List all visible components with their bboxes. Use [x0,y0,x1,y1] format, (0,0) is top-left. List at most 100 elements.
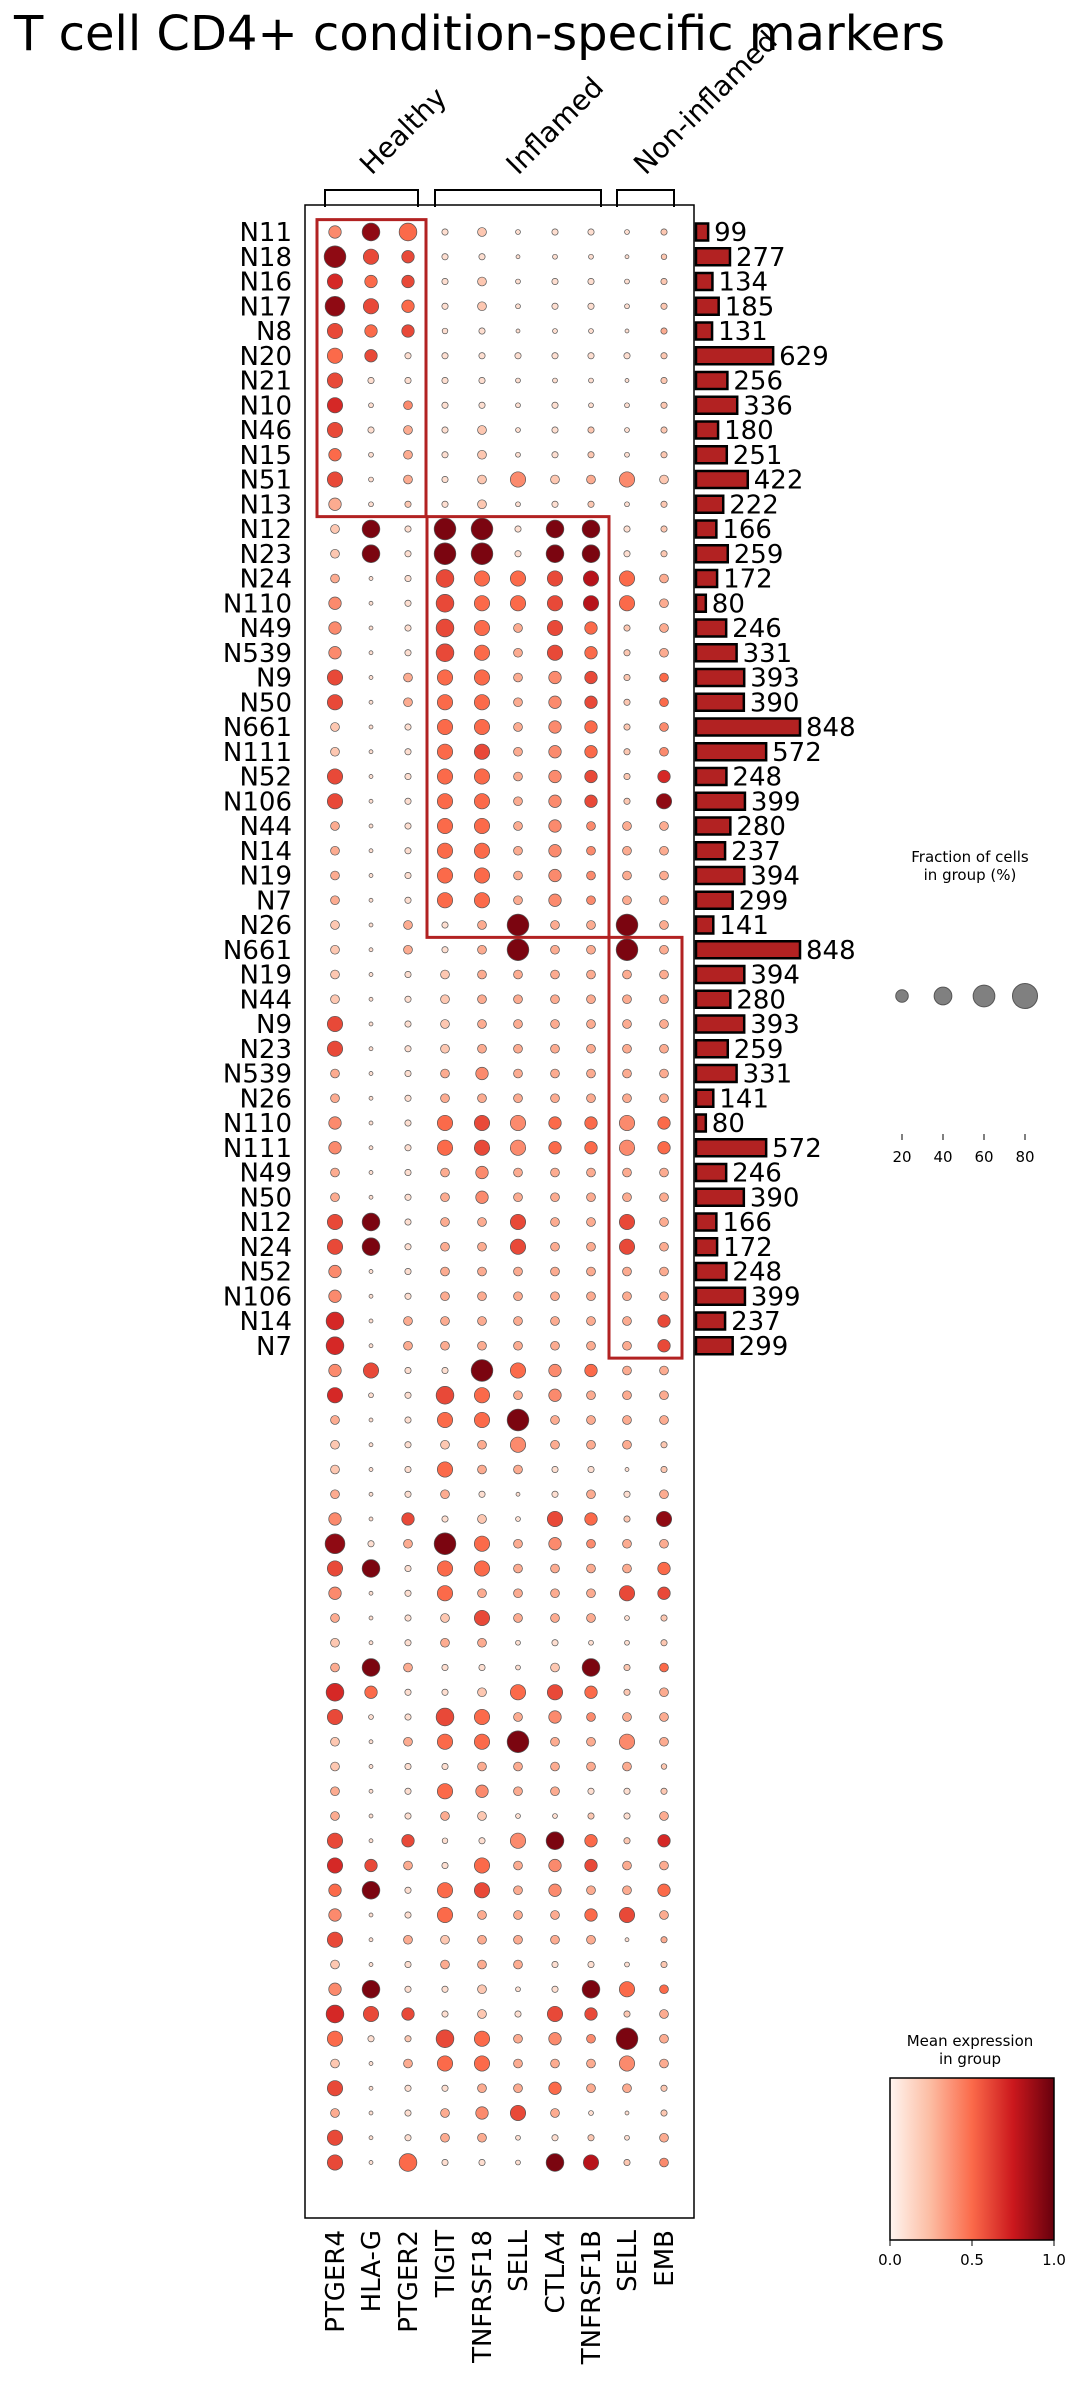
dot [478,352,486,360]
cell-count-label: 331 [743,639,793,669]
dot [436,1906,454,1924]
dot [659,1712,669,1722]
dot [328,621,342,635]
cell-count-bar [694,766,728,787]
cell-count-bar [694,1187,746,1207]
dot [477,1811,487,1821]
row-label: N106 [223,1282,292,1312]
row-label: N14 [239,1307,292,1337]
dot [587,1812,595,1820]
dot [513,1959,523,1970]
dot [404,575,412,582]
dot [368,2110,374,2116]
dot [660,302,668,310]
cell-count-label: 180 [724,416,774,446]
dot [624,303,630,310]
dot [326,322,344,340]
dot [475,1784,489,1798]
dot [330,1959,340,1970]
dot [659,474,669,485]
dot [435,2029,455,2048]
dot [622,821,632,831]
dot [618,1733,636,1750]
dot [584,1141,598,1155]
dot [473,1411,491,1429]
dot [435,643,455,662]
dot [404,550,412,558]
dot [368,1194,374,1200]
dot [477,1241,487,1252]
dot [615,2027,639,2050]
dot [367,1540,375,1548]
cell-count-label: 237 [731,837,781,867]
cell-count-label: 166 [722,515,772,545]
dot [330,969,340,980]
dot [404,2134,412,2142]
cell-count-label: 394 [750,961,800,991]
dot [440,1192,450,1203]
dot [478,401,486,409]
cell-count-bar [694,1311,727,1331]
dot [551,426,559,434]
dot [660,327,668,335]
dot [403,1662,413,1673]
dot [473,1387,491,1404]
dot [404,1045,412,1053]
dot [361,222,381,242]
dot [660,1466,668,1473]
cell-count-label: 390 [750,688,800,718]
dot [586,1761,596,1772]
dot [404,1639,412,1647]
dot [657,1141,671,1155]
dot [440,1019,450,1029]
cell-count-bar [694,964,746,985]
cell-count-bar [694,865,746,886]
dot [548,1116,562,1130]
dot [440,1266,450,1277]
dot [477,1514,487,1524]
dot [368,451,374,458]
dot [401,274,415,289]
row-label: N44 [239,812,292,842]
cell-count-label: 299 [739,886,789,916]
dot [513,1860,523,1871]
gene-label: PTGER2 [394,2230,424,2333]
dot [477,1464,487,1475]
dot [473,2030,491,2047]
dot [586,1613,596,1623]
dot [368,996,374,1002]
dot [513,2058,523,2069]
dot [546,1684,564,1701]
gene-label: TNFRSF18 [468,2230,498,2364]
dot [401,250,415,264]
dot [441,1515,449,1523]
dot [546,570,564,587]
dot [368,600,374,606]
dot [328,596,342,610]
dot [441,2010,449,2018]
dot [513,1390,523,1401]
dot [440,1316,450,1326]
dot [515,1813,521,1819]
dot [657,1314,671,1328]
dot [659,1984,669,1995]
dot [586,1415,596,1425]
dot [441,476,449,483]
dot [624,378,630,383]
dot [622,1316,632,1326]
dot [404,1292,412,1300]
dot [440,1093,450,1104]
dot [404,2084,412,2092]
dot [551,278,559,285]
dot [513,1761,523,1772]
dot [659,2132,669,2143]
dot [513,1464,523,1475]
dot [586,1489,596,1500]
dot [659,573,669,584]
dot [404,500,412,508]
dot [586,870,596,881]
dot [659,1538,669,1549]
dot [403,1736,413,1747]
dot [586,1563,596,1574]
dot [330,1093,340,1104]
